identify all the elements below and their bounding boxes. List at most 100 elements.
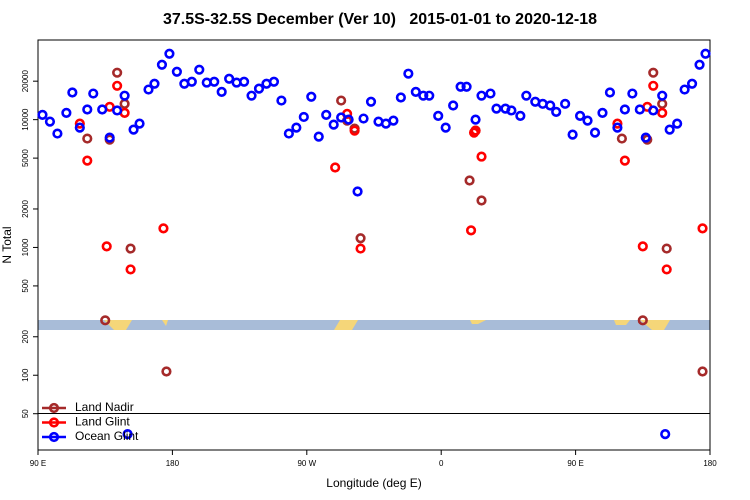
point	[455, 81, 466, 92]
point	[112, 80, 123, 91]
point	[476, 90, 487, 101]
point	[156, 59, 168, 70]
legend-label: Land Glint	[75, 415, 130, 429]
point	[128, 124, 139, 135]
point	[143, 84, 154, 95]
point	[470, 125, 481, 136]
point	[619, 155, 630, 166]
point	[491, 103, 502, 114]
point	[697, 223, 708, 234]
point	[330, 162, 341, 173]
legend-label: Ocean Glint	[75, 429, 139, 443]
point	[97, 104, 108, 115]
point	[395, 92, 406, 103]
point	[461, 81, 472, 92]
point	[403, 68, 414, 79]
point	[694, 59, 705, 70]
point	[44, 116, 56, 127]
y-tick-label: 10000	[21, 108, 30, 131]
point	[612, 122, 623, 133]
legend-label: Land Nadir	[75, 400, 134, 414]
point	[313, 131, 324, 142]
point	[37, 109, 48, 120]
y-axis-label: N Total	[0, 226, 14, 263]
point	[476, 195, 487, 206]
x-axis-label: Longitude (deg E)	[326, 476, 421, 490]
point	[158, 223, 169, 234]
point	[336, 95, 347, 106]
point	[515, 110, 526, 121]
point	[637, 241, 648, 252]
point	[660, 429, 671, 440]
x-tick-label: 0	[439, 459, 444, 468]
point	[224, 73, 235, 84]
y-tick-label: 100	[21, 368, 30, 382]
point	[648, 105, 659, 116]
map-strip	[38, 320, 710, 330]
legend-marker	[48, 402, 60, 414]
point	[464, 175, 475, 186]
point	[125, 243, 136, 254]
point	[627, 88, 638, 99]
point	[161, 366, 172, 377]
point	[604, 87, 616, 98]
x-tick-label: 180	[166, 459, 180, 468]
y-tick-label: 200	[21, 330, 30, 344]
point	[657, 90, 668, 101]
y-tick-label: 500	[21, 279, 30, 293]
point	[686, 78, 698, 89]
point	[283, 128, 294, 139]
point	[74, 122, 85, 133]
point	[355, 233, 366, 244]
plot-frame	[37, 39, 711, 451]
y-tick-label: 20000	[21, 70, 30, 93]
x-tick-label: 90 E	[567, 459, 583, 468]
point	[194, 64, 205, 75]
point	[67, 87, 78, 98]
point	[521, 90, 532, 101]
point	[112, 67, 123, 78]
point	[433, 110, 444, 121]
y-tick-label: 1000	[21, 238, 30, 256]
point	[112, 105, 123, 116]
point	[448, 100, 459, 111]
point	[672, 118, 683, 129]
point	[700, 48, 711, 59]
x-tick-label: 180	[703, 459, 717, 468]
point	[648, 67, 659, 78]
point	[410, 86, 421, 97]
point	[506, 105, 517, 116]
point	[697, 366, 708, 377]
legend-marker	[48, 431, 60, 443]
point	[560, 98, 571, 109]
y-tick-label: 5000	[21, 149, 30, 167]
point	[485, 88, 496, 99]
point	[100, 315, 111, 326]
point	[61, 107, 72, 118]
point	[365, 96, 377, 107]
point	[616, 133, 627, 144]
point	[619, 104, 630, 115]
point	[679, 84, 690, 95]
point	[640, 132, 651, 143]
x-tick-label: 90 E	[30, 459, 46, 468]
point	[125, 264, 136, 275]
point	[119, 98, 130, 109]
point	[388, 115, 399, 126]
point	[276, 95, 287, 106]
point	[291, 122, 302, 133]
point	[104, 132, 115, 143]
point	[657, 107, 668, 118]
point	[648, 80, 659, 91]
point	[321, 109, 332, 120]
point	[122, 429, 133, 440]
point	[664, 124, 675, 135]
y-tick-label: 2000	[21, 200, 30, 218]
point	[74, 118, 85, 129]
point	[52, 128, 63, 139]
point	[440, 122, 451, 133]
point	[343, 114, 354, 125]
point	[216, 86, 227, 97]
point	[328, 119, 339, 130]
